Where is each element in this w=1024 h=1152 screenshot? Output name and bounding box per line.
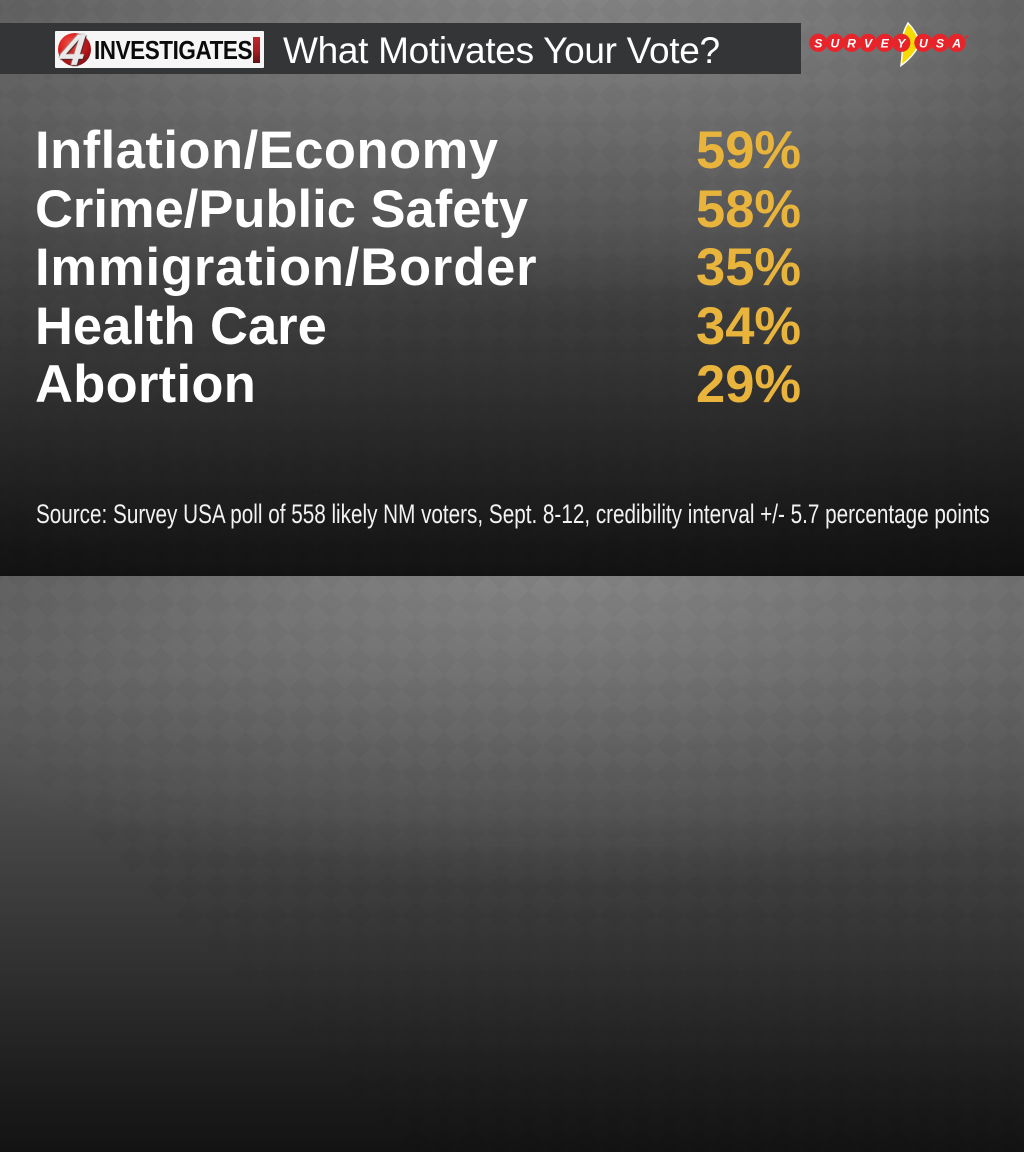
svg-text:S: S [936, 36, 944, 50]
svg-text:Y: Y [897, 36, 907, 50]
svg-text:R: R [847, 36, 856, 50]
svg-text:U: U [830, 36, 840, 50]
svg-text:U: U [919, 36, 929, 50]
svg-text:S: S [814, 36, 822, 50]
svg-text:E: E [881, 36, 890, 50]
svg-text:A: A [951, 36, 961, 50]
svg-text:V: V [864, 36, 873, 50]
